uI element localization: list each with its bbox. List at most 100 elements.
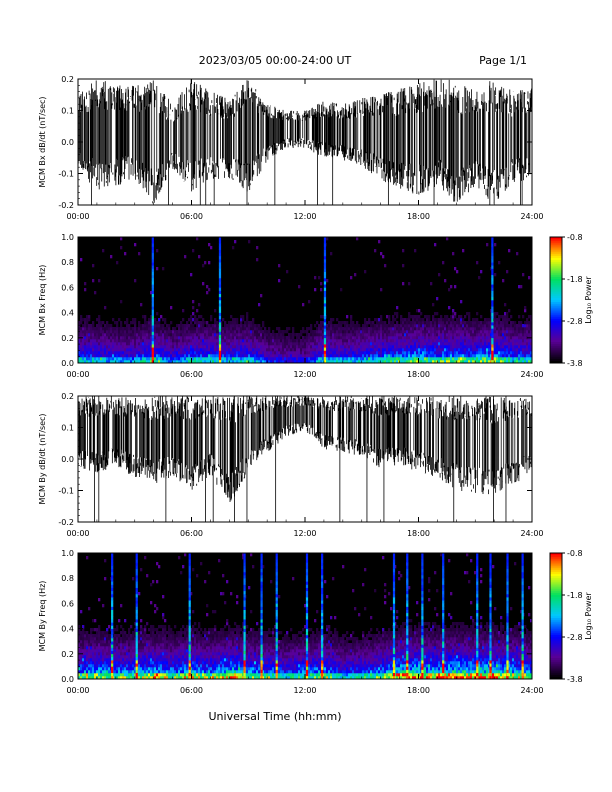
- spectrogram-cell: [90, 667, 93, 671]
- spectrogram-cell: [372, 342, 375, 346]
- spectrogram-cell: [108, 357, 111, 361]
- spectrogram-cell: [204, 637, 207, 641]
- spectrogram-cell: [288, 357, 291, 361]
- spectrogram-cell: [434, 345, 437, 349]
- spectrogram-cell: [368, 336, 371, 340]
- spectrogram-cell: [504, 351, 507, 355]
- spectrogram-cell: [422, 318, 425, 322]
- spectrogram-cell: [118, 354, 121, 358]
- spectrogram-burst: [151, 287, 154, 291]
- spectrogram-cell: [84, 640, 87, 644]
- spectrogram-cell: [216, 673, 219, 677]
- spectrogram-cell: [152, 652, 155, 656]
- spectrogram-burst: [491, 328, 494, 332]
- spectrogram-cell: [208, 336, 211, 340]
- spectrogram-cell: [482, 330, 485, 334]
- spectrogram-cell: [212, 333, 215, 337]
- spectrogram-cell: [148, 676, 151, 679]
- spectrogram-cell: [278, 279, 281, 283]
- spectrogram-cell: [84, 664, 87, 668]
- spectrogram-cell: [148, 360, 151, 363]
- spectrogram-cell: [100, 360, 103, 363]
- spectrogram-cell: [212, 354, 215, 358]
- spectrogram-cell: [494, 318, 497, 322]
- spectrogram-cell: [204, 351, 207, 355]
- spectrogram-cell: [198, 348, 201, 352]
- spectrogram-cell: [202, 264, 205, 268]
- spectrogram-cell: [224, 321, 227, 325]
- spectrogram-cell: [410, 327, 413, 331]
- spectrogram-cell: [190, 667, 193, 671]
- spectrogram-cell: [308, 360, 311, 363]
- spectrogram-cell: [382, 345, 385, 349]
- spectrogram-cell: [398, 339, 401, 343]
- spectrogram-cell: [92, 360, 95, 363]
- spectrogram-cell: [432, 351, 435, 355]
- spectrogram-cell: [266, 348, 269, 352]
- spectrogram-cell: [156, 628, 159, 632]
- spectrogram-cell: [178, 330, 181, 334]
- spectrogram-cell: [150, 649, 153, 653]
- spectrogram-cell: [98, 625, 101, 629]
- spectrogram-cell: [168, 357, 171, 361]
- spectrogram-cell: [194, 327, 197, 331]
- spectrogram-cell: [150, 357, 153, 361]
- spectrogram-cell: [210, 667, 213, 671]
- spectrogram-cell: [456, 318, 459, 322]
- spectrogram-cell: [424, 348, 427, 352]
- spectrogram-cell: [306, 333, 309, 337]
- spectrogram-cell: [190, 643, 193, 647]
- spectrogram-cell: [318, 345, 321, 349]
- spectrogram-cell: [216, 640, 219, 644]
- spectrogram-cell: [114, 643, 117, 647]
- spectrogram-cell: [498, 315, 501, 319]
- spectrogram-cell: [316, 321, 319, 325]
- spectrogram-cell: [362, 330, 365, 334]
- spectrogram-cell: [322, 336, 325, 340]
- spectrogram-cell: [126, 339, 129, 343]
- spectrogram-cell: [368, 321, 371, 325]
- spectrogram-cell: [284, 360, 287, 363]
- spectrogram-cell: [356, 345, 359, 349]
- spectrogram-cell: [344, 348, 347, 352]
- spectrogram-cell: [204, 261, 207, 265]
- spectrogram-cell: [366, 360, 369, 363]
- spectrogram-cell: [192, 360, 195, 363]
- spectrogram-cell: [174, 649, 177, 653]
- spectrogram-cell: [504, 330, 507, 334]
- spectrogram-cell: [446, 327, 449, 331]
- spectrogram-cell: [132, 336, 135, 340]
- spectrogram-cell: [268, 354, 271, 358]
- spectrogram-cell: [146, 667, 149, 671]
- spectrogram-cell: [380, 288, 383, 292]
- spectrogram-cell: [126, 345, 129, 349]
- spectrogram-cell: [102, 249, 105, 253]
- spectrogram-cell: [376, 342, 379, 346]
- spectrogram-cell: [236, 342, 239, 346]
- spectrogram-cell: [182, 324, 185, 328]
- spectrogram-cell: [426, 357, 429, 361]
- spectrogram-cell: [224, 339, 227, 343]
- spectrogram-cell: [192, 652, 195, 656]
- spectrogram-cell: [414, 318, 417, 322]
- spectrogram-cell: [136, 360, 139, 363]
- spectrogram-cell: [190, 631, 193, 635]
- spectrogram-cell: [200, 327, 203, 331]
- spectrogram-cell: [220, 670, 223, 674]
- spectrogram-cell: [438, 318, 441, 322]
- spectrogram-cell: [334, 342, 337, 346]
- spectrogram-cell: [530, 330, 532, 334]
- spectrogram-cell: [274, 342, 277, 346]
- spectrogram-burst: [151, 312, 154, 317]
- spectrogram-cell: [138, 360, 141, 363]
- spectrogram-cell: [334, 330, 337, 334]
- spectrogram-cell: [104, 667, 107, 671]
- spectrogram-cell: [186, 634, 189, 638]
- spectrogram-cell: [152, 646, 155, 650]
- spectrogram-cell: [454, 357, 457, 361]
- spectrogram-cell: [100, 327, 103, 331]
- spectrogram-burst: [151, 293, 154, 298]
- spectrogram-cell: [258, 303, 261, 307]
- spectrogram-cell: [358, 327, 361, 331]
- spectrogram-cell: [484, 321, 487, 325]
